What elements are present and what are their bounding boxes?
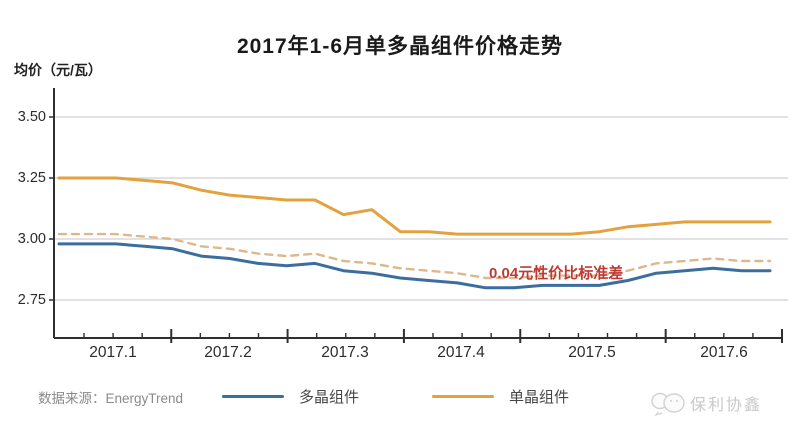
x-tick-label: 2017.4	[437, 344, 485, 361]
watermark: 保利协鑫	[650, 390, 762, 416]
x-tick-label: 2017.1	[89, 344, 137, 361]
legend-label-poly: 多晶组件	[299, 389, 360, 406]
gcl-mascot-icon	[651, 392, 685, 416]
y-tick-label: 3.50	[17, 109, 46, 125]
price-gap-annotation: 0.04元性价比标准差	[489, 265, 624, 282]
x-tick-label: 2017.2	[204, 344, 252, 361]
x-tick-label: 2017.5	[568, 344, 616, 361]
chart-title: 2017年1-6月单多晶组件价格走势	[236, 35, 564, 58]
y-tick-label: 3.25	[17, 170, 46, 186]
y-axis-title: 均价（元/瓦）	[14, 62, 102, 78]
legend-label-mono: 单晶组件	[509, 389, 570, 406]
x-tick-label: 2017.6	[700, 344, 748, 361]
y-tick-label: 2.75	[17, 292, 46, 308]
x-tick-label: 2017.3	[321, 344, 369, 361]
data-source-label: 数据来源：EnergyTrend	[38, 391, 184, 406]
y-tick-label: 3.00	[17, 231, 46, 247]
footer: 数据来源：EnergyTrend 多晶组件 单晶组件 保利协鑫	[0, 382, 800, 416]
poly-line-swatch	[222, 395, 284, 398]
watermark-text: 保利协鑫	[690, 397, 763, 414]
mono-line-swatch	[432, 395, 494, 398]
